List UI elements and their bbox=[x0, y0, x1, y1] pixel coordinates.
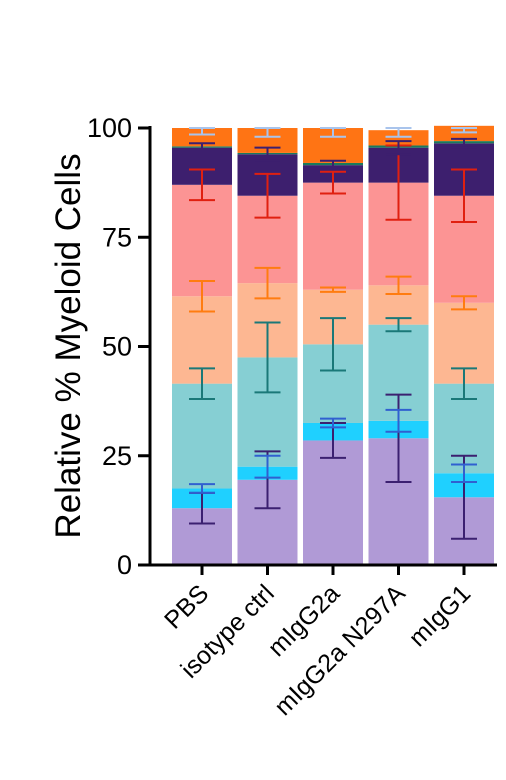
error-bar bbox=[189, 127, 215, 136]
error-bar bbox=[385, 275, 412, 296]
error-bar bbox=[320, 417, 346, 429]
bar-segment-5 bbox=[172, 184, 232, 297]
y-axis-label: Relative % Myeloid Cells bbox=[49, 153, 88, 538]
error-bar bbox=[320, 159, 346, 171]
error-bar bbox=[451, 168, 477, 223]
bar-segment-8 bbox=[172, 128, 232, 147]
error-bar bbox=[451, 295, 477, 311]
bar-segment-8 bbox=[434, 125, 494, 142]
axes-layer bbox=[138, 126, 497, 575]
bar-segment-8 bbox=[368, 130, 429, 146]
error-bar bbox=[320, 317, 346, 372]
error-bar bbox=[451, 463, 477, 483]
error-bar bbox=[254, 146, 281, 162]
error-bar bbox=[451, 367, 477, 400]
error-bar bbox=[189, 279, 215, 313]
error-bar bbox=[254, 321, 281, 394]
y-tick-label: 100 bbox=[87, 113, 132, 143]
error-bar bbox=[254, 454, 281, 479]
bar-segment-3 bbox=[172, 383, 232, 489]
error-bars-layer bbox=[189, 127, 477, 540]
error-bar bbox=[385, 408, 412, 433]
bar-segment-1 bbox=[303, 440, 363, 565]
error-bar bbox=[254, 127, 281, 138]
error-bar bbox=[320, 286, 346, 293]
error-bar bbox=[254, 172, 281, 219]
error-bar bbox=[385, 317, 412, 333]
error-bar bbox=[189, 483, 215, 494]
y-tick-label: 0 bbox=[117, 550, 132, 580]
error-bar bbox=[320, 127, 346, 138]
y-tick-label: 25 bbox=[102, 441, 132, 471]
error-bar bbox=[189, 142, 215, 154]
x-tick-label: PBS bbox=[159, 579, 214, 634]
error-bar bbox=[189, 367, 215, 400]
error-bar bbox=[451, 127, 477, 134]
error-bar bbox=[254, 266, 281, 300]
error-bar bbox=[385, 140, 412, 156]
y-tick-label: 75 bbox=[102, 222, 132, 252]
error-bar bbox=[320, 170, 346, 195]
error-bar bbox=[451, 137, 477, 149]
y-tick-label: 50 bbox=[102, 332, 132, 362]
bar-segment-5 bbox=[303, 182, 363, 290]
x-tick-label: mIgG1 bbox=[403, 579, 476, 652]
error-bar bbox=[189, 168, 215, 202]
error-bar bbox=[385, 127, 412, 138]
